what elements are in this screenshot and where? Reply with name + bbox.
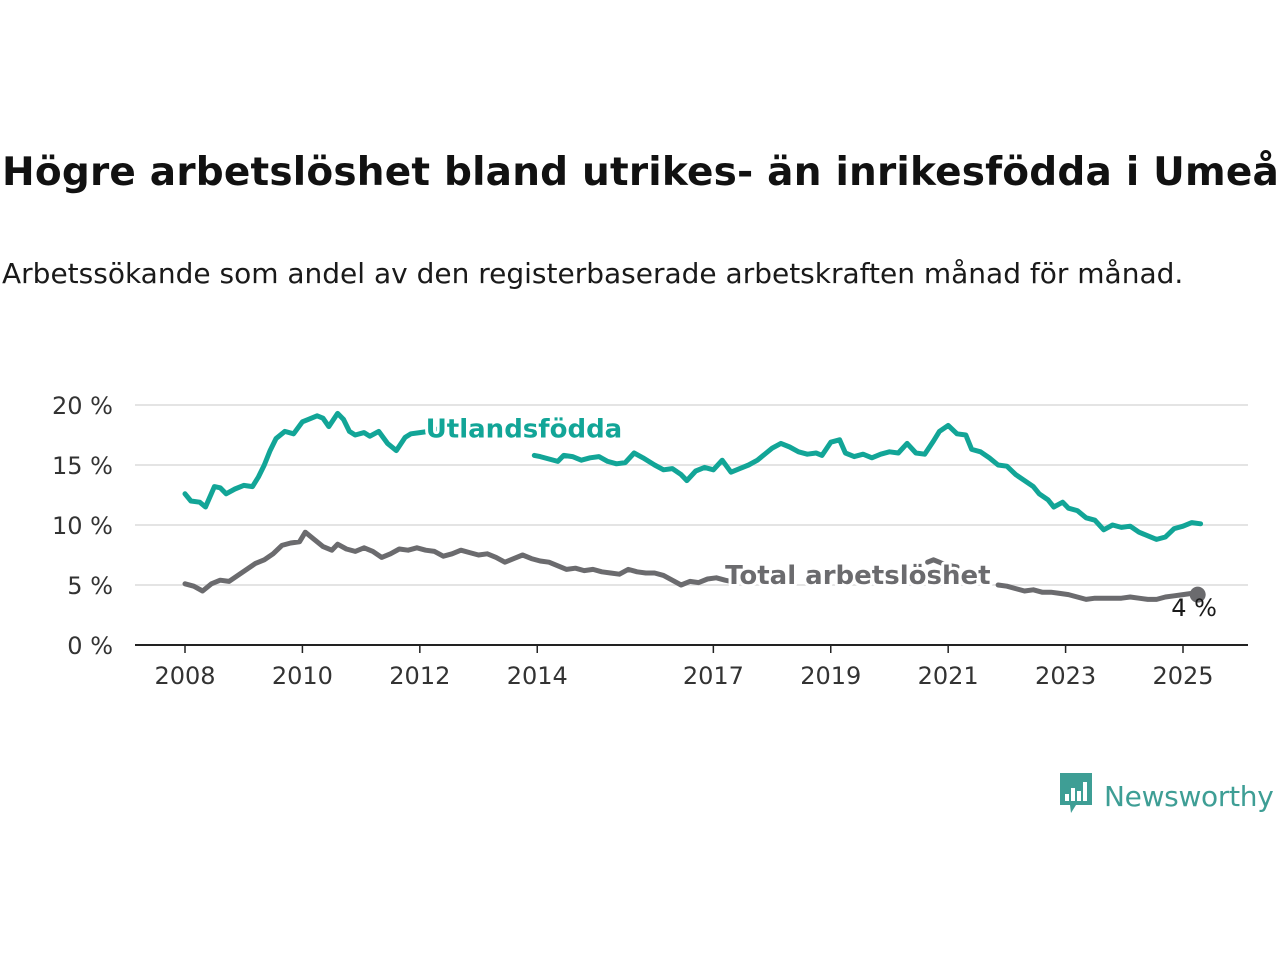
newsworthy-chart-icon	[1058, 771, 1096, 821]
gridlines	[135, 404, 1248, 646]
y-tick-label: 0 %	[67, 632, 113, 660]
series-line-utlandsf-dda	[531, 422, 1204, 542]
x-tick-label: 2023	[1035, 662, 1096, 690]
x-tick-label: 2025	[1152, 662, 1213, 690]
newsworthy-logo: Newsworthy	[1058, 772, 1274, 820]
x-tick-label: 2021	[918, 662, 979, 690]
series-label: Total arbetslöshet	[725, 561, 990, 591]
annotations: Utlandsfödda Total arbetslöshet 4 %	[423, 411, 1217, 622]
x-tick-label: 2012	[389, 662, 450, 690]
x-tick-label: 2019	[800, 662, 861, 690]
last-value-marker	[1189, 586, 1206, 603]
series-line-utlandsf-dda	[182, 410, 440, 510]
y-tick-label: 5 %	[67, 572, 113, 600]
brand-name: Newsworthy	[1104, 779, 1274, 813]
last-value-label: 4 %	[1171, 594, 1217, 622]
y-tick-label: 20 %	[52, 392, 113, 420]
chart-subtitle: Arbetssökande som andel av den registerb…	[2, 257, 1184, 290]
series-label: Utlandsfödda	[426, 414, 623, 444]
series-line-total-arbetsl-shet	[925, 557, 960, 570]
series-lines	[182, 410, 1204, 602]
x-tick-label: 2014	[507, 662, 568, 690]
series-line-total-arbetsl-shet	[182, 529, 734, 594]
x-tick-label: 2010	[272, 662, 333, 690]
y-tick-label: 15 %	[52, 452, 113, 480]
x-axis-ticks: 2008 2010 2012 2014 2017 2019 2021 2023 2025	[154, 645, 1214, 690]
y-axis-ticks: 0 % 5 % 10 % 15 % 20 %	[52, 392, 113, 660]
series-line-total-arbetsl-shet	[995, 582, 1204, 602]
x-tick-label: 2017	[683, 662, 744, 690]
x-tick-label: 2008	[154, 662, 215, 690]
y-tick-label: 10 %	[52, 512, 113, 540]
chart-title: Högre arbetslöshet bland utrikes- än inr…	[2, 150, 1280, 195]
